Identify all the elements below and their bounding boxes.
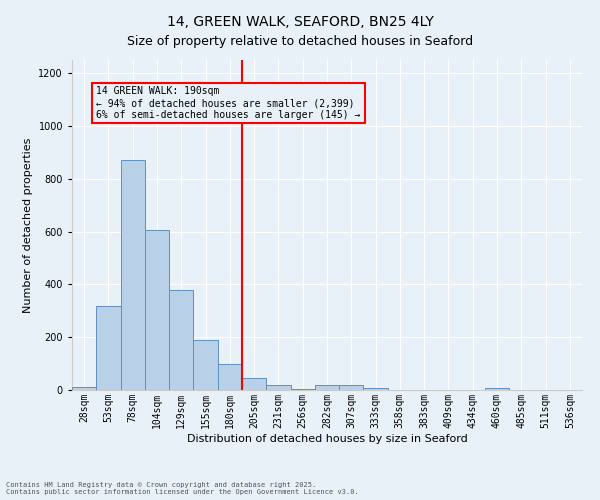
Bar (218, 364, 242, 390)
Bar (96, 306, 121, 390)
Bar (266, 384, 290, 390)
Bar (315, 384, 339, 390)
Bar (364, 388, 388, 390)
Bar (485, 388, 509, 390)
X-axis label: Distribution of detached houses by size in Seaford: Distribution of detached houses by size … (187, 434, 467, 444)
Bar (169, 290, 193, 390)
Text: 14, GREEN WALK, SEAFORD, BN25 4LY: 14, GREEN WALK, SEAFORD, BN25 4LY (167, 15, 433, 29)
Text: 14 GREEN WALK: 190sqm
← 94% of detached houses are smaller (2,399)
6% of semi-de: 14 GREEN WALK: 190sqm ← 94% of detached … (96, 86, 361, 120)
Bar (121, 160, 145, 390)
Bar (242, 378, 266, 390)
Y-axis label: Number of detached properties: Number of detached properties (23, 138, 33, 312)
Bar (193, 340, 218, 390)
Text: Size of property relative to detached houses in Seaford: Size of property relative to detached ho… (127, 35, 473, 48)
Bar (290, 388, 315, 390)
Text: Contains HM Land Registry data © Crown copyright and database right 2025.
Contai: Contains HM Land Registry data © Crown c… (6, 482, 359, 495)
Bar (339, 385, 364, 390)
Bar (145, 230, 169, 390)
Bar (72, 387, 96, 390)
